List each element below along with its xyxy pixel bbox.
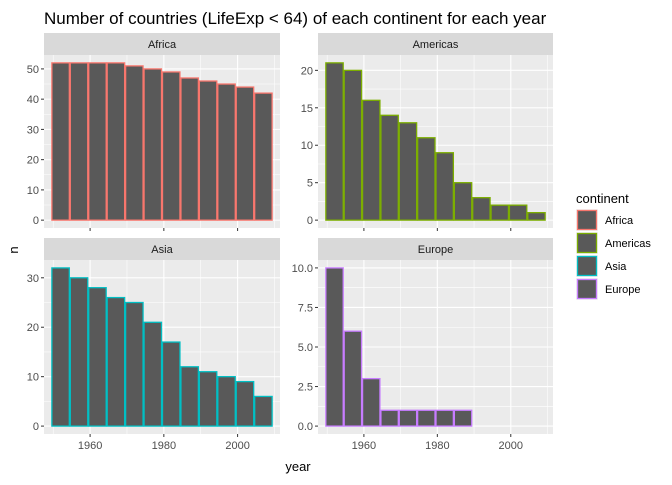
facet-panels: Africa 0 10 20 30 40 50 Americas 0 5 10 15 20 Asia 0 10… <box>27 33 553 452</box>
y-tick-label-asia: 30 <box>27 273 39 285</box>
strip-label-africa: Africa <box>148 39 177 51</box>
bar-europe-1987 <box>453 409 473 427</box>
bar-americas-1987 <box>453 182 473 221</box>
facet-europe: Europe 0.0 2.5 5.0 7.5 10.0 1960 1980 2000 <box>292 238 553 452</box>
bar-americas-1997 <box>490 204 510 221</box>
strip-label-asia: Asia <box>151 244 173 256</box>
bar-asia-1997 <box>217 376 236 427</box>
bar-africa-1972 <box>124 65 144 221</box>
legend: continent Africa Americas Asia Europe <box>576 191 651 300</box>
y-tick-label-africa: 0 <box>33 215 39 227</box>
bar-americas-1977 <box>416 137 436 221</box>
y-tick-label-europe: 10.0 <box>292 263 313 275</box>
y-tick-label-africa: 40 <box>27 94 39 106</box>
bar-asia-2002 <box>235 380 255 427</box>
bar-americas-1962 <box>361 99 381 221</box>
x-tick-label: 1960 <box>78 440 102 452</box>
bar-africa-1962 <box>88 62 107 221</box>
legend-label-africa: Africa <box>605 215 634 227</box>
bar-asia-1952 <box>51 267 70 427</box>
bar-africa-2002 <box>235 86 255 221</box>
bar-americas-1957 <box>343 69 363 221</box>
bar-europe-1977 <box>416 409 436 427</box>
y-tick-label-europe: 5.0 <box>298 342 313 354</box>
y-tick-label-asia: 20 <box>27 322 39 334</box>
legend-key-americas <box>576 232 598 254</box>
strip-asia <box>44 238 280 260</box>
y-tick-label-americas: 5 <box>307 178 313 190</box>
facet-asia: Asia 0 10 20 30 1960 1980 2000 <box>27 238 280 452</box>
legend-title: continent <box>576 191 629 206</box>
y-tick-label-americas: 20 <box>301 65 313 77</box>
facet-americas: Americas 0 5 10 15 20 <box>301 33 553 231</box>
legend-label-asia: Asia <box>605 261 627 273</box>
bar-africa-1997 <box>217 83 236 221</box>
bar-africa-1982 <box>161 71 181 221</box>
strip-americas <box>318 33 553 55</box>
y-tick-label-africa: 20 <box>27 155 39 167</box>
x-tick-label: 1980 <box>425 440 449 452</box>
bar-americas-1967 <box>380 114 399 221</box>
legend-label-europe: Europe <box>605 284 640 296</box>
strip-label-europe: Europe <box>418 244 453 256</box>
bar-asia-1962 <box>88 287 107 427</box>
bar-asia-1957 <box>69 277 89 427</box>
y-tick-label-americas: 15 <box>301 103 313 115</box>
legend-key-asia <box>576 255 598 277</box>
x-tick-label: 2000 <box>499 440 523 452</box>
bar-asia-1977 <box>143 321 163 427</box>
bar-africa-1967 <box>106 62 126 221</box>
bar-africa-1992 <box>198 80 218 221</box>
y-tick-label-europe: 2.5 <box>298 382 313 394</box>
bar-americas-1992 <box>472 197 491 221</box>
x-axis-label: year <box>285 459 311 474</box>
bar-asia-1992 <box>198 371 218 427</box>
bar-europe-1967 <box>380 409 399 427</box>
strip-label-americas: Americas <box>413 39 459 51</box>
bar-africa-2007 <box>254 92 273 221</box>
legend-label-americas: Americas <box>605 238 651 250</box>
bar-africa-1987 <box>180 77 200 221</box>
y-tick-label-americas: 0 <box>307 215 313 227</box>
bar-africa-1952 <box>51 62 70 221</box>
bar-americas-2007 <box>527 211 546 221</box>
bar-europe-1952 <box>325 267 344 427</box>
bar-americas-2002 <box>508 204 528 221</box>
bar-americas-1982 <box>435 152 455 221</box>
bar-europe-1962 <box>361 377 381 427</box>
x-tick-label: 2000 <box>225 440 249 452</box>
bar-europe-1982 <box>435 409 455 427</box>
bar-africa-1957 <box>69 62 89 221</box>
bar-africa-1977 <box>143 68 163 221</box>
y-tick-label-africa: 50 <box>27 64 39 76</box>
bar-asia-1967 <box>106 296 126 427</box>
y-axis-label: n <box>6 246 21 253</box>
bar-europe-1957 <box>343 330 363 427</box>
x-tick-label: 1980 <box>152 440 176 452</box>
bar-americas-1952 <box>325 62 344 221</box>
bar-europe-1972 <box>398 409 418 427</box>
bar-asia-1972 <box>124 301 144 427</box>
legend-key-europe <box>576 278 598 300</box>
bar-asia-1982 <box>161 341 181 427</box>
chart-title: Number of countries (LifeExp < 64) of ea… <box>44 9 547 28</box>
y-tick-label-europe: 0.0 <box>298 421 313 433</box>
y-tick-label-asia: 10 <box>27 372 39 384</box>
y-tick-label-americas: 10 <box>301 140 313 152</box>
bar-asia-2007 <box>254 395 273 427</box>
legend-key-africa <box>576 209 598 231</box>
bar-americas-1972 <box>398 122 418 221</box>
y-tick-label-africa: 30 <box>27 124 39 136</box>
bar-asia-1987 <box>180 366 200 427</box>
y-tick-label-africa: 10 <box>27 185 39 197</box>
strip-africa <box>44 33 280 55</box>
y-tick-label-europe: 7.5 <box>298 302 313 314</box>
strip-europe <box>318 238 553 260</box>
y-tick-label-asia: 0 <box>33 421 39 433</box>
x-tick-label: 1960 <box>352 440 376 452</box>
facet-africa: Africa 0 10 20 30 40 50 <box>27 33 280 231</box>
